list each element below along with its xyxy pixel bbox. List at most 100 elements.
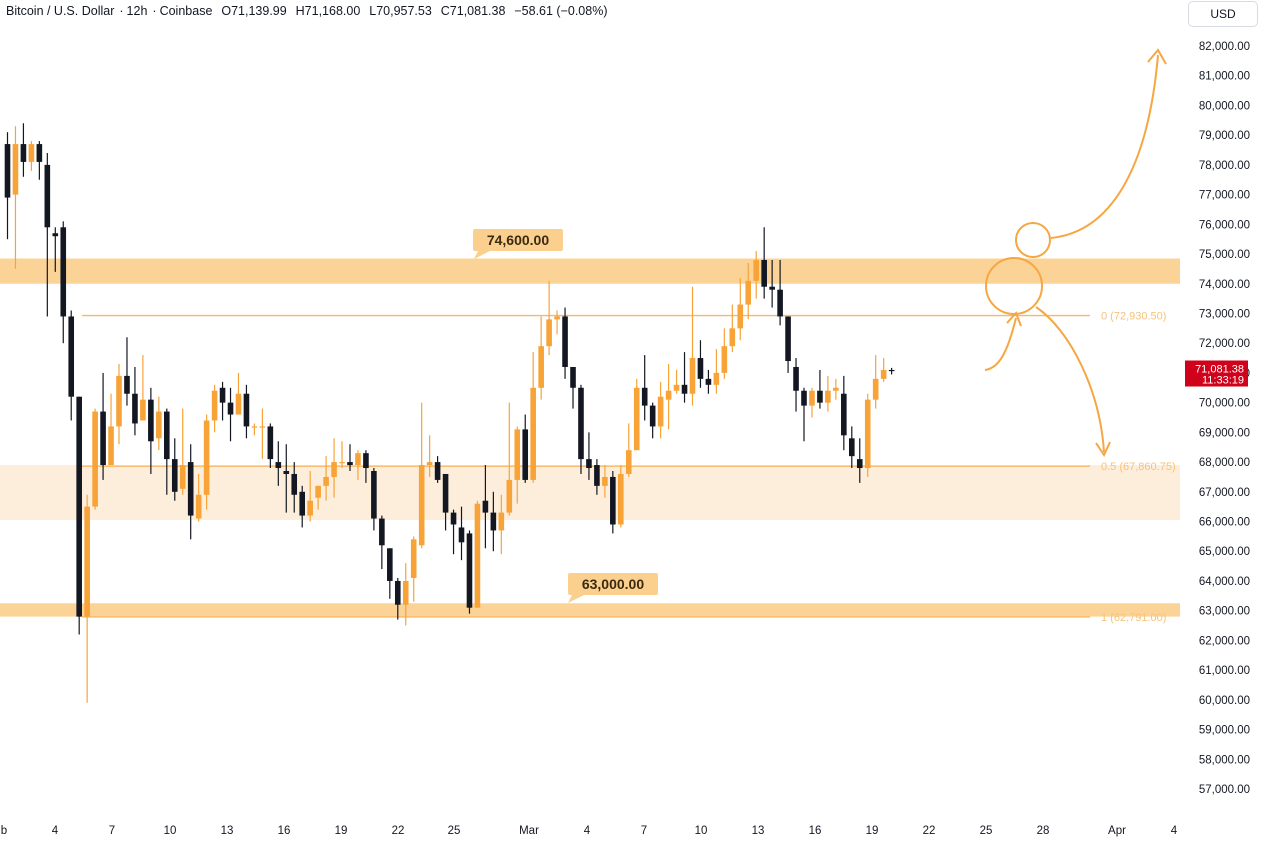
- projection-up-path: [1050, 54, 1159, 239]
- price-tick: 65,000.00: [1199, 546, 1250, 558]
- symbol-header: Bitcoin / U.S. Dollar · 12h · Coinbase O71,1…: [6, 4, 608, 18]
- price-tag-countdown: 11:33:19: [1202, 375, 1244, 387]
- price-axis[interactable]: 82,000.00 81,000.00 80,000.00 79,000.00 78,0…: [1199, 41, 1250, 796]
- candle-body: [124, 375, 130, 394]
- price-tick: 68,000.00: [1199, 457, 1250, 469]
- candle-body: [426, 462, 433, 466]
- candle-body: [761, 259, 767, 287]
- price-tick: 75,000.00: [1199, 249, 1250, 261]
- price-tick: 62,000.00: [1199, 635, 1250, 647]
- candle-body: [243, 393, 250, 427]
- candle-body: [546, 319, 552, 347]
- candle-body: [530, 387, 536, 480]
- candle-body: [140, 399, 146, 421]
- candles-layer: [4, 123, 895, 703]
- candle-body: [817, 390, 823, 403]
- time-tick: 22: [923, 825, 936, 837]
- candle-body: [36, 144, 43, 162]
- support-zone: [0, 603, 1180, 617]
- candle-body: [171, 459, 178, 492]
- time-axis[interactable]: b 4 7 10 13 16 19 22 25 Mar 4 7 10 13 16 19 22 25 28 Apr 4: [1, 825, 1178, 837]
- time-tick: 25: [980, 825, 993, 837]
- time-tick: 28: [1037, 825, 1050, 837]
- candle-body: [586, 459, 592, 469]
- candle-body: [44, 164, 51, 228]
- price-tick: 70,000.00: [1199, 398, 1250, 410]
- price-tick: 58,000.00: [1199, 754, 1250, 766]
- candle-body: [4, 144, 11, 198]
- price-tick: 72,000.00: [1199, 338, 1250, 350]
- fib-label: 0 (72,930.50): [1101, 311, 1166, 323]
- candle-body: [474, 503, 481, 608]
- price-tick: 76,000.00: [1199, 219, 1250, 231]
- price-tick: 67,000.00: [1199, 487, 1250, 499]
- candle-body: [235, 393, 242, 415]
- candle-body: [299, 491, 306, 516]
- candle-body: [633, 387, 640, 451]
- time-tick: 13: [221, 825, 234, 837]
- time-tick: 4: [584, 825, 591, 837]
- candle-body: [267, 426, 274, 460]
- time-tick: 19: [335, 825, 348, 837]
- candle-body: [737, 304, 744, 329]
- resistance-label: 74,600.00: [487, 232, 549, 248]
- candle-body: [872, 378, 879, 400]
- support-label-pointer: [568, 595, 584, 603]
- ohlc-open: O71,139.99: [221, 4, 287, 18]
- price-tick: 77,000.00: [1199, 190, 1250, 202]
- candle-body: [745, 280, 752, 305]
- fib-label: 0.5 (67,860.75): [1101, 461, 1176, 473]
- candle-body: [418, 465, 425, 546]
- time-tick: Mar: [519, 825, 539, 837]
- price-tag-value: 71,081.38: [1195, 364, 1244, 376]
- time-tick: 7: [641, 825, 647, 837]
- candle-body: [387, 548, 393, 581]
- candle-body: [864, 399, 871, 469]
- fib-label: 1 (62,791.00): [1101, 612, 1166, 624]
- ohlc-high: H71,168.00: [295, 4, 361, 18]
- time-tick: 25: [448, 825, 461, 837]
- candle-body: [116, 375, 122, 427]
- candle-body: [729, 328, 736, 347]
- candle-body: [657, 396, 664, 427]
- candle-body: [705, 378, 712, 385]
- candle-body: [833, 387, 839, 391]
- candle-body: [594, 465, 600, 486]
- projection-mid-arrowhead: [1006, 311, 1022, 327]
- exchange: Coinbase: [159, 4, 213, 18]
- candle-body: [482, 500, 489, 513]
- time-tick: Apr: [1108, 825, 1126, 837]
- candle-body: [713, 372, 720, 385]
- support-label: 63,000.00: [582, 576, 644, 592]
- candle-body: [434, 462, 441, 480]
- time-tick: 4: [52, 825, 59, 837]
- currency-button[interactable]: USD: [1188, 1, 1258, 27]
- time-tick: 10: [695, 825, 708, 837]
- candle-body: [92, 411, 98, 507]
- candle-body: [251, 426, 258, 428]
- candle-body: [227, 402, 234, 415]
- candle-body: [514, 429, 521, 480]
- candle-body: [28, 144, 35, 162]
- candle-body: [498, 512, 505, 531]
- candle-body: [219, 387, 226, 403]
- candle-body: [307, 500, 313, 516]
- ohlc-low: L70,957.53: [369, 4, 432, 18]
- price-tick: 59,000.00: [1199, 725, 1250, 737]
- candle-body: [259, 426, 266, 428]
- candle-body: [76, 396, 82, 617]
- support-label-box: [568, 573, 658, 595]
- time-tick: 16: [278, 825, 291, 837]
- resistance-label-box: [473, 229, 563, 251]
- candle-body: [522, 429, 529, 480]
- candle-body: [689, 358, 696, 394]
- price-change: −58.61 (−0.08%): [514, 4, 608, 18]
- price-tick: 57,000.00: [1199, 784, 1250, 796]
- candle-body: [506, 479, 513, 513]
- price-tick: 69,000.00: [1199, 427, 1250, 439]
- candle-body: [355, 453, 361, 466]
- time-tick: 16: [809, 825, 822, 837]
- candle-body: [371, 470, 377, 519]
